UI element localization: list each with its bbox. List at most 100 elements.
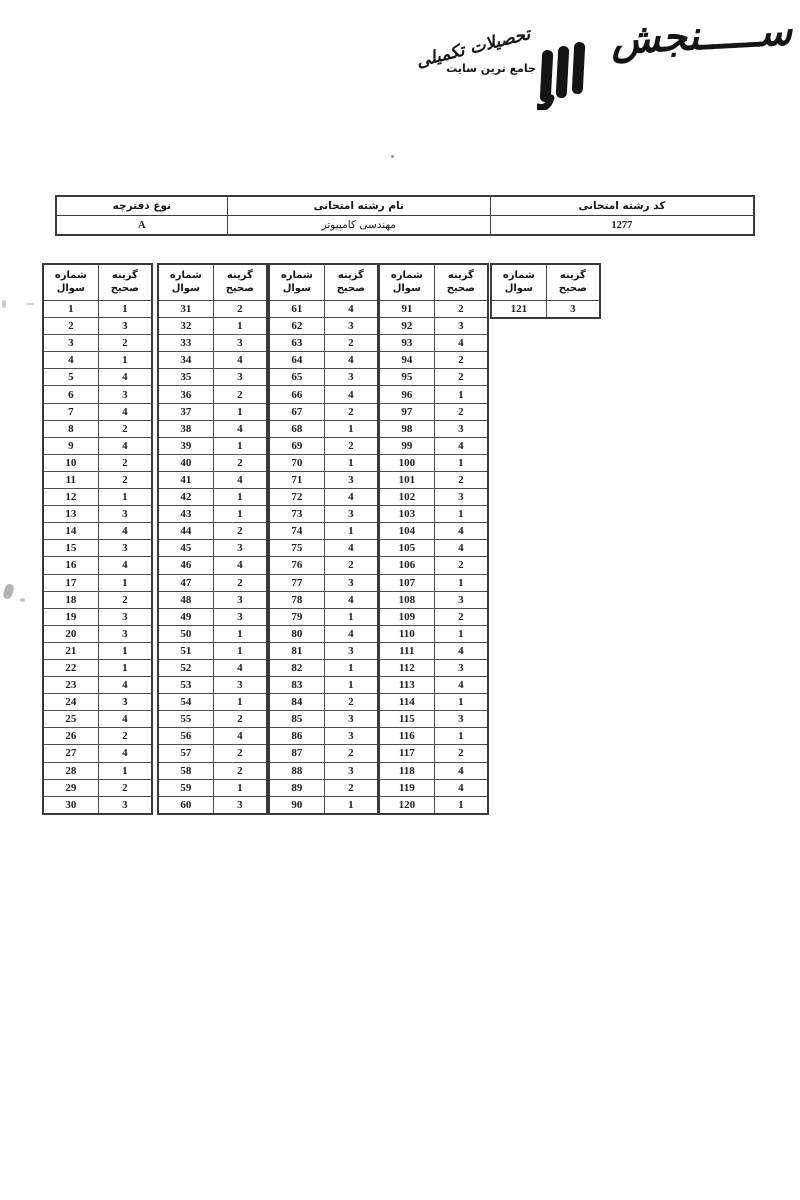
- correct-option: 1: [212, 402, 268, 421]
- answer-row: 37 1: [157, 402, 268, 421]
- question-number: 113: [378, 676, 435, 695]
- correct-option: 2: [212, 744, 268, 763]
- answer-row: 31 2: [157, 299, 268, 319]
- correct-option: 1: [97, 573, 153, 592]
- correct-option: 4: [323, 488, 379, 507]
- logo-tagline: جامع ترین سایت: [446, 62, 536, 75]
- answer-row: 104 4: [378, 522, 489, 541]
- question-number: 86: [268, 727, 325, 746]
- question-number: 102: [378, 488, 435, 507]
- answer-row: 57 2: [157, 744, 268, 763]
- correct-option: 3: [212, 368, 268, 387]
- answer-row: 55 2: [157, 710, 268, 729]
- question-number: 118: [378, 761, 435, 780]
- answer-row: 111 4: [378, 641, 489, 660]
- question-number: 95: [378, 368, 435, 387]
- answer-row: 83 1: [268, 676, 379, 695]
- correct-option: 3: [433, 590, 489, 609]
- question-number: 49: [157, 607, 214, 626]
- correct-option: 1: [212, 624, 268, 643]
- question-number: 46: [157, 556, 214, 575]
- correct-option-header: گزینه صحیح: [323, 263, 379, 301]
- correct-option: 1: [433, 385, 489, 404]
- question-number: 45: [157, 539, 214, 558]
- answer-row: 80 4: [268, 624, 379, 643]
- answer-row: 107 1: [378, 573, 489, 592]
- correct-option: 2: [97, 590, 153, 609]
- correct-option: 2: [97, 334, 153, 353]
- question-number: 74: [268, 522, 325, 541]
- answer-row: 97 2: [378, 402, 489, 421]
- correct-option: 1: [212, 436, 268, 455]
- question-number: 56: [157, 727, 214, 746]
- question-number: 14: [42, 522, 99, 541]
- question-number: 63: [268, 334, 325, 353]
- question-number: 27: [42, 744, 99, 763]
- question-number: 101: [378, 470, 435, 490]
- answer-row: 108 3: [378, 590, 489, 609]
- answer-row: 100 1: [378, 453, 489, 472]
- question-number: 78: [268, 590, 325, 609]
- question-number: 65: [268, 368, 325, 387]
- question-number: 5: [42, 368, 99, 387]
- correct-option: 3: [97, 795, 153, 815]
- answer-row: 66 4: [268, 385, 379, 404]
- correct-option: 4: [97, 744, 153, 763]
- answer-row: 113 4: [378, 676, 489, 695]
- answer-row: 68 1: [268, 419, 379, 438]
- answer-row: 47 2: [157, 573, 268, 592]
- correct-option: 4: [323, 385, 379, 404]
- question-number: 44: [157, 522, 214, 541]
- question-number: 61: [268, 299, 325, 319]
- correct-option: 2: [323, 402, 379, 421]
- correct-option: 4: [433, 436, 489, 455]
- question-number: 106: [378, 556, 435, 575]
- correct-option: 3: [212, 334, 268, 353]
- answer-row: 95 2: [378, 368, 489, 387]
- correct-option: 1: [97, 658, 153, 678]
- question-number: 41: [157, 470, 214, 490]
- exam-field-name-label: نام رشته امتحانی: [226, 195, 491, 216]
- question-number: 120: [378, 795, 435, 815]
- answer-row: 12 1: [42, 488, 153, 507]
- question-number: 7: [42, 402, 99, 421]
- question-number: 3: [42, 334, 99, 353]
- question-number: 23: [42, 676, 99, 695]
- answer-row: 73 3: [268, 505, 379, 524]
- question-number: 121: [490, 300, 547, 319]
- answer-row: 11 2: [42, 470, 153, 490]
- correct-option: 2: [433, 556, 489, 575]
- correct-option: 2: [433, 351, 489, 370]
- question-number: 60: [157, 795, 214, 815]
- correct-option: 1: [323, 658, 379, 678]
- answer-row: 98 3: [378, 419, 489, 438]
- correct-option: 4: [212, 556, 268, 575]
- correct-option: 2: [212, 522, 268, 541]
- booklet-type-value: A: [55, 215, 228, 236]
- question-number: 83: [268, 676, 325, 695]
- correct-option: 1: [433, 727, 489, 746]
- correct-option: 4: [323, 624, 379, 643]
- question-number: 19: [42, 607, 99, 626]
- correct-option: 4: [212, 658, 268, 678]
- correct-option: 1: [323, 607, 379, 626]
- answer-row: 96 1: [378, 385, 489, 404]
- question-number: 26: [42, 727, 99, 746]
- question-number: 15: [42, 539, 99, 558]
- correct-option: 2: [433, 368, 489, 387]
- answer-row: 41 4: [157, 470, 268, 490]
- question-number: 35: [157, 368, 214, 387]
- question-number: 29: [42, 778, 99, 797]
- question-number: 43: [157, 505, 214, 524]
- correct-option: 3: [323, 317, 379, 336]
- question-number: 28: [42, 761, 99, 780]
- answer-row: 112 3: [378, 658, 489, 678]
- correct-option: 3: [545, 300, 601, 319]
- correct-option: 3: [212, 607, 268, 626]
- correct-option: 4: [433, 641, 489, 660]
- correct-option: 2: [433, 744, 489, 763]
- correct-option: 1: [433, 505, 489, 524]
- correct-option: 1: [323, 419, 379, 438]
- answer-row: 87 2: [268, 744, 379, 763]
